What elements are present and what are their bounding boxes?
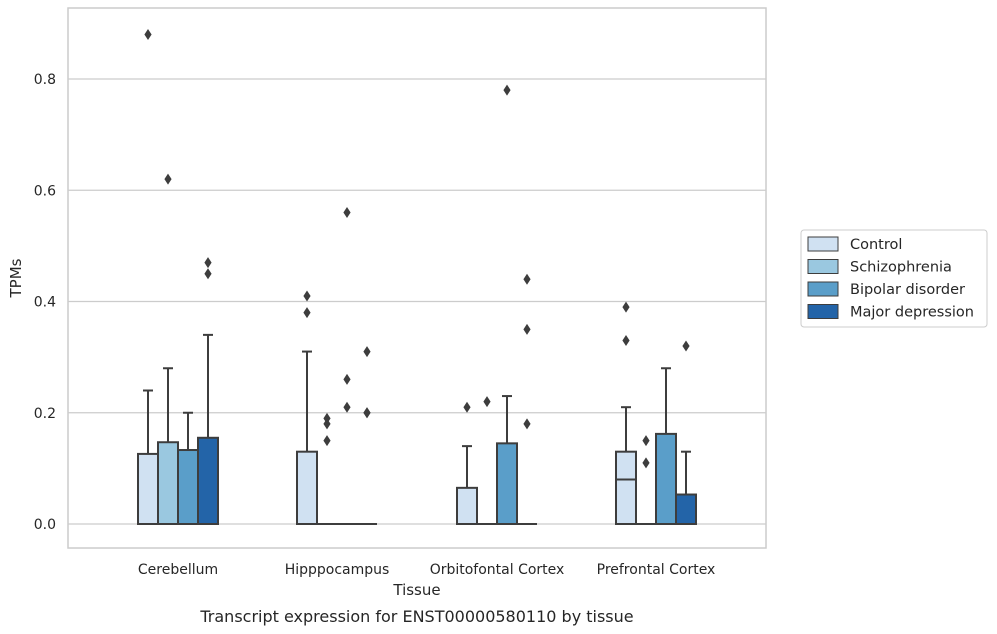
- outlier-point: [164, 173, 172, 185]
- outlier-point: [523, 418, 531, 430]
- outlier-point: [343, 373, 351, 385]
- x-tick-label: Orbitofontal Cortex: [430, 562, 565, 578]
- outlier-point: [363, 346, 371, 358]
- outlier-point: [204, 257, 212, 269]
- x-tick-label: Hipppocampus: [285, 562, 390, 578]
- box-bipolar-disorder: [496, 84, 518, 525]
- legend-swatch: [807, 304, 839, 319]
- box-groups: [137, 29, 697, 526]
- outlier-point: [303, 307, 311, 319]
- outlier-point: [343, 401, 351, 413]
- outlier-point: [323, 412, 331, 424]
- x-tick-label: Cerebellum: [138, 562, 218, 578]
- chart-caption: Transcript expression for ENST0000058011…: [199, 607, 633, 626]
- legend-swatch: [807, 259, 839, 274]
- y-tick-label: 0.0: [34, 517, 56, 533]
- box-body: [177, 449, 199, 525]
- outlier-point: [343, 207, 351, 218]
- outlier-point: [483, 396, 491, 408]
- legend-items: Control Schizophrenia Bipolar disorder Majo…: [807, 236, 974, 321]
- box-schizophrenia: [157, 173, 179, 526]
- outlier-point: [503, 84, 511, 96]
- box-body: [655, 432, 677, 526]
- legend-swatch: [807, 281, 839, 297]
- y-tick-label: 0.4: [34, 295, 56, 311]
- outlier-point: [622, 301, 630, 313]
- box-control: [615, 301, 637, 525]
- x-axis-label: Tissue: [392, 581, 440, 599]
- box-schizophrenia: [477, 396, 497, 525]
- legend: Control Schizophrenia Bipolar disorder Majo…: [800, 229, 988, 328]
- outlier-point: [622, 334, 630, 346]
- outlier-point: [323, 418, 331, 430]
- box-bipolar-disorder: [177, 411, 199, 525]
- plot-frame: [67, 7, 767, 549]
- outlier-point: [463, 401, 471, 413]
- box-control: [456, 401, 478, 525]
- y-tick-labels: 0.0 0.2 0.4 0.6 0.8: [34, 72, 56, 533]
- box-major-depression: [197, 257, 219, 525]
- box-body: [296, 450, 318, 525]
- box-body: [197, 436, 219, 525]
- outlier-point: [363, 407, 371, 419]
- outlier-point: [642, 435, 650, 447]
- box-major-depression: [357, 346, 377, 525]
- box-body: [137, 452, 159, 526]
- y-tick-label: 0.8: [34, 72, 56, 88]
- x-tick-labels: Cerebellum Hipppocampus Orbitofontal Corte…: [138, 562, 715, 578]
- box-major-depression: [517, 273, 537, 525]
- legend-label: Schizophrenia: [850, 260, 952, 276]
- box-body: [456, 486, 478, 525]
- legend-label: Bipolar disorder: [850, 282, 965, 298]
- legend-label: Major depression: [850, 305, 974, 321]
- x-tick-label: Prefrontal Cortex: [597, 562, 716, 578]
- legend-frame: [800, 229, 988, 328]
- outlier-point: [144, 29, 152, 40]
- y-axis-label: TPMs: [7, 258, 25, 298]
- box-major-depression: [675, 340, 697, 525]
- outlier-point: [523, 273, 531, 285]
- outlier-point: [642, 457, 650, 469]
- y-tick-label: 0.2: [34, 406, 56, 422]
- box-body: [675, 493, 697, 525]
- box-bipolar-disorder: [337, 207, 357, 525]
- y-tick-label: 0.6: [34, 183, 56, 199]
- outlier-point: [303, 290, 311, 302]
- box-body: [496, 442, 518, 525]
- legend-label: Control: [850, 237, 902, 253]
- box-bipolar-disorder: [655, 367, 677, 526]
- box-body: [615, 450, 637, 525]
- outlier-point: [682, 340, 690, 352]
- box-schizophrenia: [636, 435, 656, 525]
- legend-swatch: [807, 236, 839, 252]
- outlier-point: [204, 268, 212, 280]
- outlier-point: [323, 435, 331, 447]
- box-body: [157, 441, 179, 526]
- box-schizophrenia: [317, 412, 337, 525]
- box-control: [137, 29, 159, 526]
- outlier-point: [523, 323, 531, 335]
- box-control: [296, 290, 318, 525]
